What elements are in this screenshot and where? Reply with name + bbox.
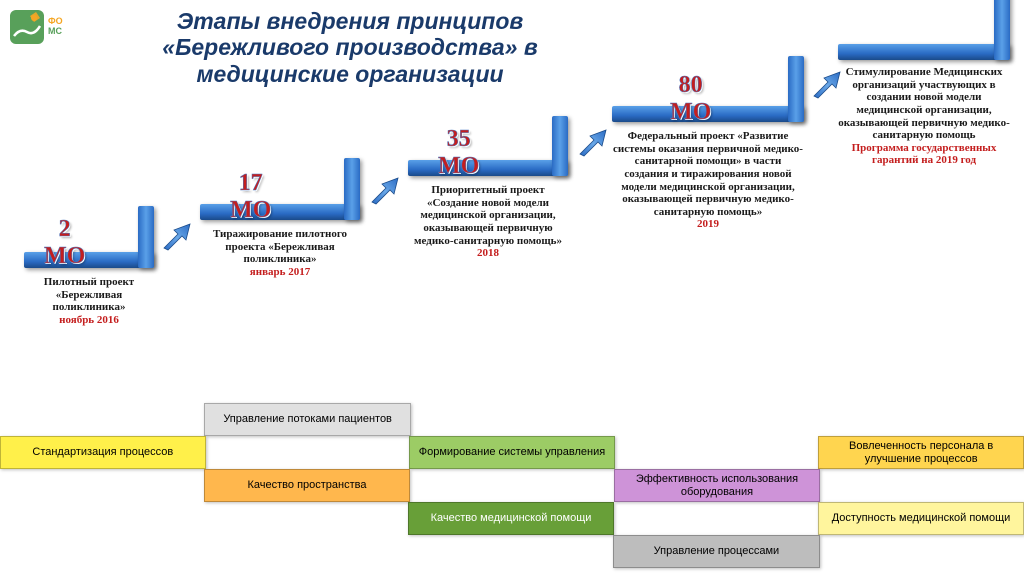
step-tread bbox=[838, 44, 1010, 60]
table-cell bbox=[409, 535, 613, 568]
step-desc-text: Федеральный проект «Развитие системы ока… bbox=[613, 130, 803, 218]
step-date: Программа государственных гарантий на 20… bbox=[852, 142, 997, 167]
step-date: 2018 bbox=[477, 247, 499, 259]
step-tread bbox=[200, 204, 360, 220]
logo: ФО МС bbox=[10, 10, 66, 56]
step-label: 35 МО bbox=[438, 126, 479, 180]
step-riser bbox=[994, 0, 1010, 60]
table-cell: Вовлеченность персонала в улучшение проц… bbox=[818, 436, 1024, 469]
step-description: Стимулирование Медицинских организаций у… bbox=[838, 66, 1010, 167]
table-cell bbox=[204, 502, 408, 535]
table-cell bbox=[614, 502, 818, 535]
table-cell: Стандартизация процессов bbox=[0, 436, 206, 469]
table-cell: Управление потоками пациентов bbox=[204, 403, 410, 436]
table-row: Управление процессами bbox=[0, 535, 1024, 568]
step-description: Федеральный проект «Развитие системы ока… bbox=[612, 130, 804, 231]
table-cell bbox=[820, 469, 1024, 502]
step-riser bbox=[788, 56, 804, 122]
table-row: Качество пространства Эффективность испол… bbox=[0, 469, 1024, 502]
page-title: Этапы внедрения принципов «Бережливого п… bbox=[100, 8, 600, 87]
table-row: Качество медицинской помощи Доступность м… bbox=[0, 502, 1024, 535]
step-desc-text: Тиражирование пилотного проекта «Бережли… bbox=[213, 228, 347, 265]
criteria-table: Управление потоками пациентовСтандартиза… bbox=[0, 403, 1024, 568]
table-row: Стандартизация процессов Формирование сис… bbox=[0, 436, 1024, 469]
table-cell: Формирование системы управления bbox=[409, 436, 615, 469]
arrow-up-right-icon bbox=[810, 66, 846, 102]
arrow-up-right-icon bbox=[368, 172, 404, 208]
arrow-up-right-icon bbox=[576, 124, 612, 160]
step-label: 2 МО bbox=[44, 216, 85, 270]
step-tread bbox=[408, 160, 568, 176]
step-date: ноябрь 2016 bbox=[59, 314, 119, 326]
table-cell bbox=[820, 403, 1024, 436]
step-riser bbox=[344, 158, 360, 220]
step-date: январь 2017 bbox=[250, 266, 310, 278]
table-cell: Управление процессами bbox=[613, 535, 819, 568]
table-cell: Доступность медицинской помощи bbox=[818, 502, 1024, 535]
table-cell bbox=[820, 535, 1024, 568]
table-cell: Качество медицинской помощи bbox=[408, 502, 614, 535]
table-cell bbox=[615, 436, 819, 469]
table-cell bbox=[410, 469, 614, 502]
table-cell bbox=[206, 436, 410, 469]
arrow-up-right-icon bbox=[160, 218, 196, 254]
table-cell bbox=[615, 403, 819, 436]
step-description: Приоритетный проект «Создание новой моде… bbox=[408, 184, 568, 260]
svg-text:МС: МС bbox=[48, 26, 62, 36]
step-desc-text: Пилотный проект «Бережливая поликлиника» bbox=[44, 276, 134, 313]
step-label: 80 МО bbox=[670, 72, 711, 126]
table-cell bbox=[0, 403, 204, 436]
table-cell: Эффективность использования оборудования bbox=[614, 469, 820, 502]
table-row: Управление потоками пациентов bbox=[0, 403, 1024, 436]
table-cell bbox=[204, 535, 408, 568]
table-cell bbox=[0, 535, 204, 568]
step-date: 2019 bbox=[697, 218, 719, 230]
table-cell: Качество пространства bbox=[204, 469, 410, 502]
step-label: 17 МО bbox=[230, 170, 271, 224]
step-description: Тиражирование пилотного проекта «Бережли… bbox=[200, 228, 360, 279]
step-desc-text: Стимулирование Медицинских организаций у… bbox=[838, 66, 1010, 141]
step-riser bbox=[138, 206, 154, 268]
step-description: Пилотный проект «Бережливая поликлиника»… bbox=[24, 276, 154, 327]
svg-text:ФО: ФО bbox=[48, 16, 63, 26]
step-riser bbox=[552, 116, 568, 176]
table-cell bbox=[0, 469, 204, 502]
table-cell bbox=[411, 403, 615, 436]
table-cell bbox=[0, 502, 204, 535]
step-desc-text: Приоритетный проект «Создание новой моде… bbox=[414, 184, 562, 247]
